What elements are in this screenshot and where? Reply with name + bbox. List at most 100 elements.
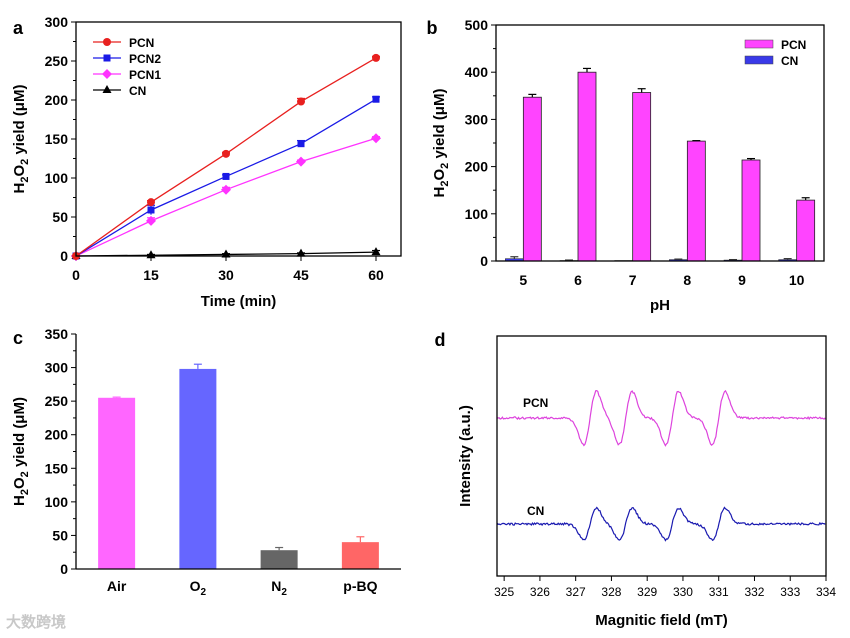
- b-legend-label: PCN: [781, 38, 806, 52]
- c-bar-Air: [98, 397, 136, 569]
- d-series-label-CN: CN: [527, 504, 544, 518]
- panel-label-b: b: [427, 18, 438, 38]
- a-ytick-label: 50: [52, 209, 68, 225]
- d-xtick-label: 331: [709, 585, 729, 599]
- panel-label-c: c: [13, 328, 23, 348]
- a-point-PCN2: [222, 172, 230, 180]
- a-xlabel: Time (min): [201, 293, 277, 310]
- c-ytick-label: 300: [45, 360, 69, 376]
- b-xtick-label: 6: [574, 272, 582, 288]
- a-legend-label: PCN2: [129, 52, 161, 66]
- a-ytick-label: 100: [45, 170, 69, 186]
- a-point-PCN: [297, 97, 305, 106]
- a-point-PCN2: [372, 95, 380, 103]
- a-point-PCN1: [371, 133, 381, 144]
- a-point-CN: [296, 248, 306, 257]
- a-legend-marker: [102, 85, 112, 93]
- c-ytick-label: 350: [45, 326, 69, 342]
- b-ytick-label: 0: [480, 253, 488, 269]
- a-ytick-label: 200: [45, 92, 69, 108]
- a-xtick-label: 45: [293, 267, 309, 283]
- a-point-PCN: [222, 149, 230, 158]
- a-legend-label: PCN: [129, 36, 154, 50]
- d-xtick-label: 327: [566, 585, 586, 599]
- b-bar-PCN: [741, 159, 761, 262]
- b-frame: [495, 24, 825, 262]
- b-ytick-label: 300: [465, 111, 489, 127]
- b-ytick-label: 100: [465, 206, 489, 222]
- a-ytick-label: 0: [60, 248, 68, 264]
- a-ylabel: H2O2 yield (μM): [11, 85, 31, 194]
- a-point-CN: [371, 247, 381, 256]
- watermark: 大数跨境: [6, 613, 67, 631]
- b-bar-PCN: [522, 96, 542, 262]
- a-legend-marker: [103, 38, 111, 46]
- b-xtick-label: 8: [683, 272, 691, 288]
- d-frame: [496, 335, 827, 577]
- d-xtick-label: 328: [601, 585, 621, 599]
- a-legend-marker: [103, 54, 111, 62]
- b-ytick-label: 400: [465, 64, 489, 80]
- a-xtick-label: 0: [72, 267, 80, 283]
- a-point-PCN1: [296, 156, 306, 167]
- b-ylabel: H2O2 yield (μM): [431, 89, 451, 198]
- a-ytick-label: 150: [45, 131, 69, 147]
- c-xtick-label: N2: [271, 578, 287, 598]
- c-xtick-label: Air: [107, 578, 127, 594]
- c-bar-p-BQ: [341, 542, 379, 569]
- c-ytick-label: 0: [60, 561, 68, 577]
- b-xtick-label: 5: [519, 272, 527, 288]
- c-ytick-label: 250: [45, 393, 69, 409]
- a-xtick-label: 30: [218, 267, 234, 283]
- b-legend-swatch: [744, 39, 774, 49]
- d-xtick-label: 334: [816, 585, 836, 599]
- d-spectrum-PCN: [496, 389, 826, 447]
- b-legend-swatch: [744, 55, 774, 65]
- b-xtick-label: 7: [629, 272, 637, 288]
- b-bar-PCN: [686, 140, 706, 262]
- d-xtick-label: 326: [530, 585, 550, 599]
- d-ylabel: Intensity (a.u.): [457, 405, 474, 507]
- a-point-PCN1: [221, 184, 231, 195]
- a-point-PCN2: [147, 206, 155, 214]
- c-ylabel: H2O2 yield (μM): [11, 397, 31, 506]
- a-point-PCN: [147, 198, 155, 207]
- a-ytick-label: 250: [45, 53, 69, 69]
- a-xtick-label: 15: [143, 267, 159, 283]
- d-spectrum-CN: [496, 506, 826, 542]
- d-xlabel: Magnitic field (mT): [595, 612, 728, 629]
- d-xtick-label: 332: [744, 585, 764, 599]
- b-bar-PCN: [632, 92, 652, 262]
- c-ytick-label: 50: [52, 527, 68, 543]
- c-bar-O2: [179, 368, 217, 569]
- panel-label-a: a: [13, 18, 24, 38]
- c-xtick-label: p-BQ: [343, 578, 377, 594]
- a-legend-marker: [102, 69, 112, 79]
- d-xtick-label: 330: [673, 585, 693, 599]
- b-bar-PCN: [796, 199, 816, 262]
- a-legend-label: CN: [129, 84, 146, 98]
- c-bar-N2: [260, 550, 298, 569]
- d-xtick-label: 329: [637, 585, 657, 599]
- b-xtick-label: 10: [789, 272, 805, 288]
- b-legend-label: CN: [781, 54, 798, 68]
- b-xtick-label: 9: [738, 272, 746, 288]
- b-ytick-label: 200: [465, 159, 489, 175]
- c-ytick-label: 100: [45, 494, 69, 510]
- d-xtick-label: 333: [780, 585, 800, 599]
- c-ytick-label: 150: [45, 460, 69, 476]
- d-xtick-label: 325: [494, 585, 514, 599]
- a-point-PCN: [372, 53, 380, 62]
- a-point-PCN1: [146, 215, 156, 226]
- a-ytick-label: 300: [45, 14, 69, 30]
- b-ytick-label: 500: [465, 17, 489, 33]
- b-bar-PCN: [577, 71, 597, 262]
- d-series-label-PCN: PCN: [523, 396, 548, 410]
- a-xtick-label: 60: [368, 267, 384, 283]
- c-xtick-label: O2: [190, 578, 207, 598]
- panel-label-d: d: [435, 330, 446, 350]
- c-ytick-label: 200: [45, 427, 69, 443]
- a-legend-label: PCN1: [129, 68, 161, 82]
